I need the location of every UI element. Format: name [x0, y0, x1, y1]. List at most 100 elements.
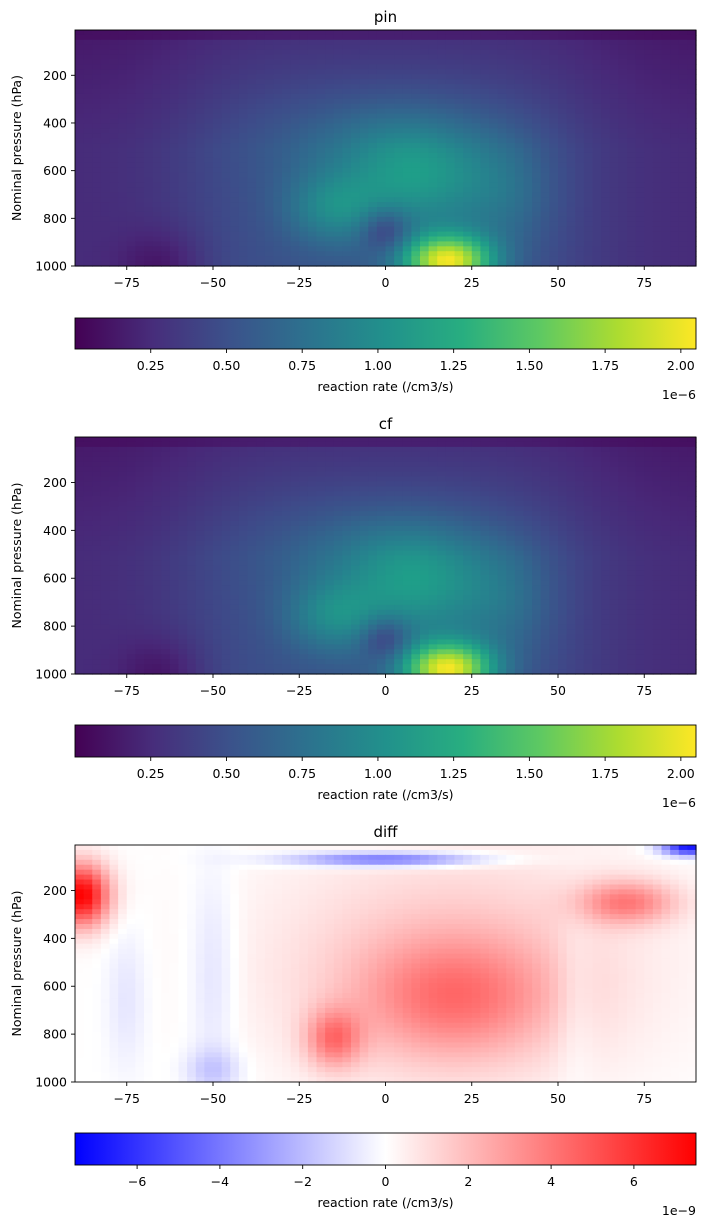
heatmap-cell — [549, 221, 559, 228]
heatmap-cell — [256, 138, 266, 144]
heatmap-cell — [506, 39, 516, 46]
heatmap-cells — [75, 30, 697, 267]
heatmap-cell — [187, 446, 197, 453]
heatmap-cell — [402, 143, 412, 149]
heatmap-cell — [178, 187, 188, 193]
heatmap-cell — [627, 172, 637, 179]
heatmap-cell — [583, 456, 594, 463]
heatmap-cell — [307, 69, 318, 75]
heatmap-cell — [532, 251, 542, 257]
heatmap-cell — [299, 511, 309, 517]
heatmap-cell — [618, 187, 628, 193]
heatmap-cell — [497, 456, 507, 463]
heatmap-cell — [368, 216, 378, 223]
heatmap-cell — [307, 182, 318, 188]
heatmap-cell — [558, 216, 568, 223]
heatmap-cell — [566, 211, 576, 218]
heatmap-cell — [221, 98, 231, 105]
heatmap-cell — [316, 113, 326, 120]
heatmap-cell — [342, 211, 352, 218]
heatmap-cell — [583, 231, 594, 238]
heatmap-cell — [195, 511, 205, 517]
heatmap-cell — [307, 103, 318, 110]
heatmap-cell — [437, 84, 447, 90]
heatmap-cell — [204, 172, 214, 179]
heatmap-cell — [264, 39, 274, 46]
heatmap-cell — [351, 138, 361, 144]
heatmap-cell — [575, 441, 585, 448]
heatmap-cell — [549, 520, 559, 527]
heatmap-cell — [273, 481, 283, 487]
heatmap-cell — [368, 525, 378, 532]
heatmap-cell — [368, 192, 378, 198]
heatmap-cell — [238, 491, 249, 497]
heatmap-cell — [592, 525, 602, 532]
heatmap-cell — [264, 525, 274, 532]
heatmap-cell — [195, 187, 205, 193]
heatmap-cell — [601, 123, 611, 129]
heatmap-cell — [359, 491, 369, 497]
heatmap-cell — [514, 187, 525, 193]
heatmap-cell — [152, 466, 162, 473]
heatmap-cell — [195, 486, 205, 492]
heatmap-cell — [100, 241, 111, 247]
heatmap-cell — [489, 148, 499, 154]
heatmap-cell — [471, 44, 481, 51]
heatmap-cell — [238, 64, 249, 70]
heatmap-cell — [307, 207, 318, 213]
heatmap-cell — [687, 162, 697, 169]
heatmap-cell — [385, 216, 395, 223]
heatmap-cell — [463, 261, 473, 267]
heatmap-cell — [144, 108, 154, 115]
heatmap-cell — [83, 54, 93, 61]
heatmap-cell — [204, 118, 214, 125]
heatmap-cell — [161, 138, 171, 144]
heatmap-cell — [661, 167, 671, 174]
heatmap-cell — [92, 84, 102, 90]
heatmap-cell — [256, 128, 266, 134]
heatmap-cell — [333, 496, 343, 502]
heatmap-cell — [506, 74, 516, 80]
heatmap-cell — [618, 476, 628, 483]
heatmap-cell — [126, 481, 136, 487]
heatmap-cell — [445, 236, 456, 243]
heatmap-cell — [489, 89, 499, 95]
heatmap-cell — [670, 162, 680, 169]
heatmap-cell — [385, 481, 395, 487]
heatmap-cell — [118, 516, 128, 522]
heatmap-cell — [325, 34, 335, 41]
heatmap-cell — [368, 496, 378, 502]
heatmap-cell — [282, 456, 292, 463]
heatmap-cell — [109, 44, 119, 51]
heatmap-cell — [471, 64, 481, 70]
heatmap-cell — [644, 511, 654, 517]
heatmap-cell — [687, 501, 697, 507]
heatmap-cell — [126, 221, 136, 228]
heatmap-cell — [687, 54, 697, 61]
heatmap-cell — [368, 516, 378, 522]
heatmap-cell — [420, 162, 430, 169]
heatmap-cell — [489, 118, 499, 125]
heatmap-cell — [169, 69, 180, 75]
heatmap-cell — [376, 162, 387, 169]
heatmap-cell — [420, 530, 430, 537]
heatmap-cell — [497, 202, 507, 208]
heatmap-cell — [463, 74, 473, 80]
heatmap-cell — [238, 118, 249, 125]
heatmap-cell — [187, 93, 197, 100]
heatmap-cell — [644, 59, 654, 66]
heatmap-cell — [247, 108, 257, 115]
heatmap-cell — [618, 496, 628, 502]
heatmap-cell — [144, 172, 154, 179]
heatmap-cell — [221, 256, 231, 262]
heatmap-cell — [187, 251, 197, 257]
heatmap-cell — [454, 256, 464, 262]
heatmap-cell — [290, 496, 300, 502]
heatmap-cell — [135, 516, 145, 522]
heatmap-cell — [609, 231, 619, 238]
heatmap-cell — [161, 535, 171, 542]
heatmap-cell — [480, 34, 490, 41]
heatmap-cell — [290, 476, 300, 483]
heatmap-cell — [109, 157, 119, 164]
heatmap-cell — [325, 461, 335, 468]
